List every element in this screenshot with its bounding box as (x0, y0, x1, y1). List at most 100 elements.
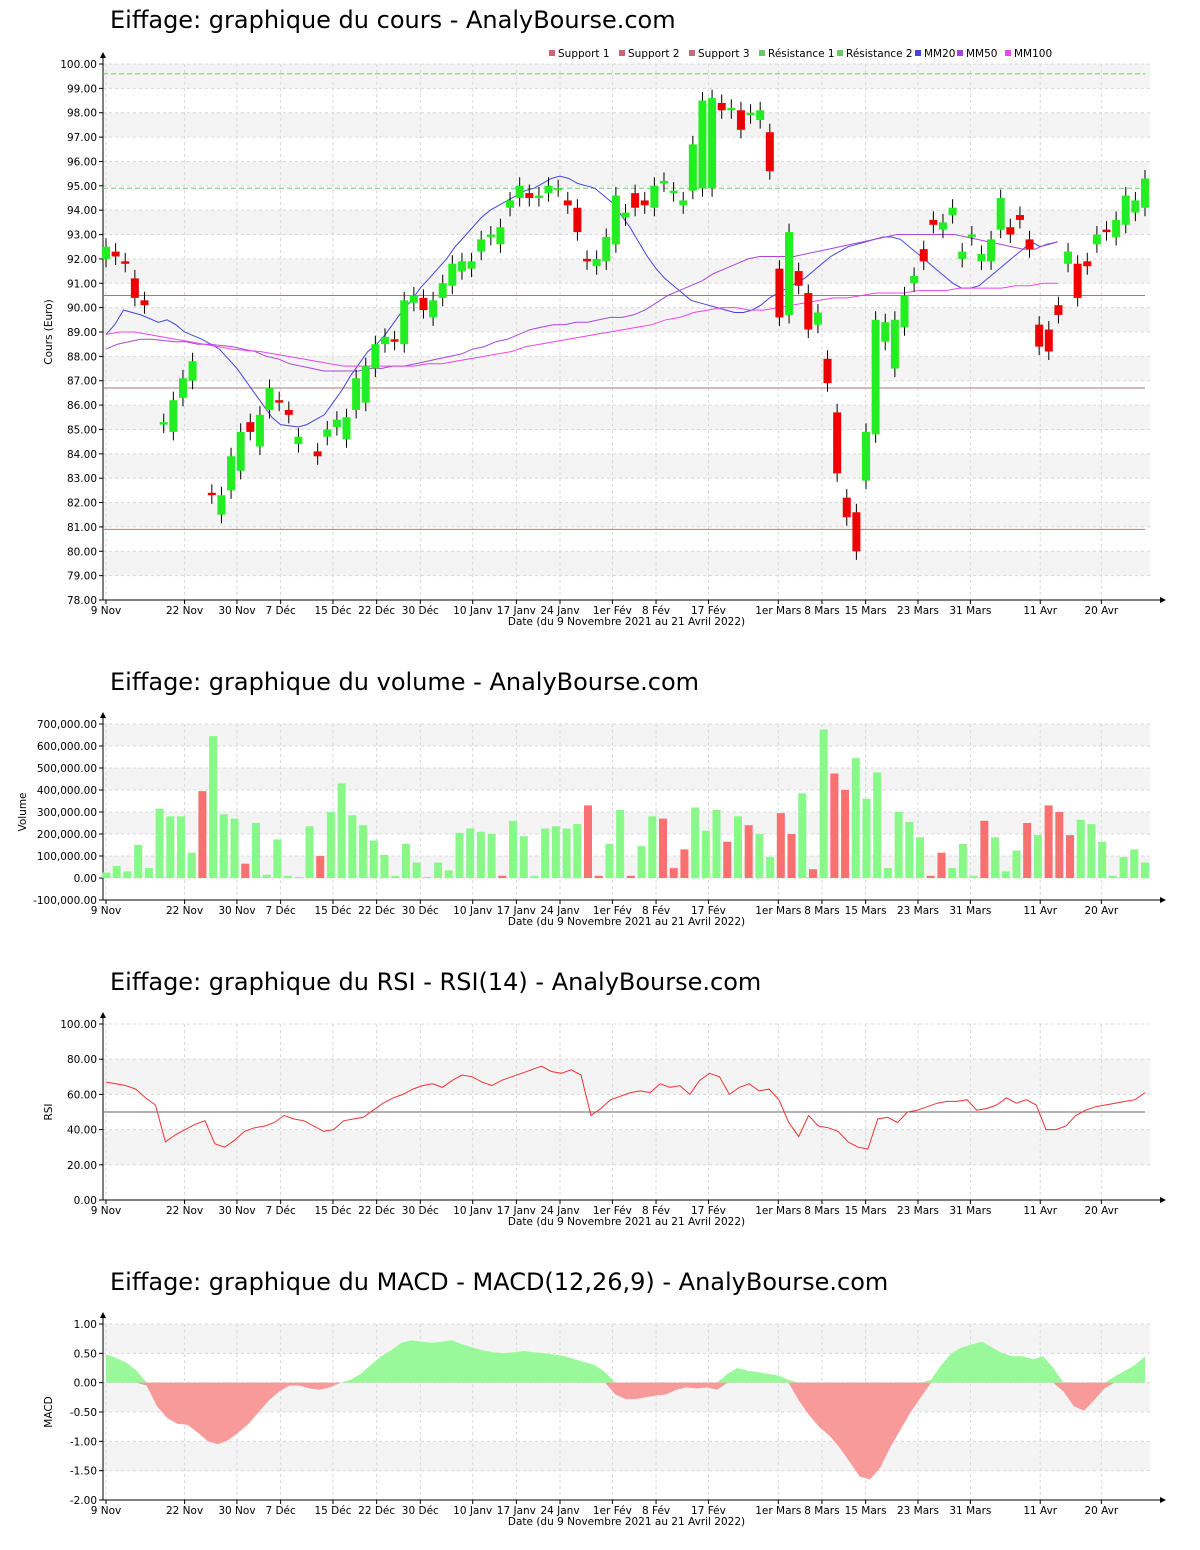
volume-bar (819, 729, 828, 878)
volume-bar (744, 825, 753, 878)
price-candle-body (631, 193, 640, 208)
volume-bar (562, 828, 571, 878)
volume-bar (808, 869, 817, 878)
price-legend-label: Support 3 (698, 48, 750, 60)
volume-bar (766, 857, 775, 878)
price-x-tick-label: 10 Janv (453, 605, 492, 617)
price-candle-body (842, 497, 851, 518)
price-candle-body (323, 429, 332, 437)
price-y-tick-label: 85.00 (67, 424, 97, 436)
price-y-tick-label: 83.00 (67, 473, 97, 485)
price-candle-body (1121, 195, 1130, 225)
volume-x-tick-label: 15 Déc (314, 905, 351, 917)
macd-x-tick-label: 8 Fév (642, 1505, 670, 1517)
price-x-axis-label: Date (du 9 Novembre 2021 au 21 Avril 202… (508, 616, 745, 628)
volume-bar (626, 875, 635, 878)
price-candle-body (380, 336, 389, 345)
price-candle-body (130, 278, 139, 298)
price-x-tick-label: 22 Nov (166, 605, 203, 617)
price-candle-body (746, 112, 755, 116)
macd-y-axis-arrow (100, 1312, 106, 1318)
volume-bar (112, 865, 121, 878)
volume-bar (466, 828, 475, 878)
volume-x-tick-label: 15 Mars (845, 905, 887, 917)
macd-x-tick-label: 10 Janv (453, 1505, 492, 1517)
volume-band (103, 790, 1150, 812)
price-legend-label: Résistance 1 (768, 48, 835, 60)
volume-bar (273, 839, 282, 878)
volume-x-tick-label: 31 Mars (949, 905, 991, 917)
volume-band (103, 724, 1150, 746)
price-candle-body (227, 456, 236, 491)
volume-bar (755, 834, 764, 878)
volume-bar (658, 818, 667, 878)
rsi-y-tick-label: 0.00 (74, 1195, 97, 1207)
volume-x-tick-label: 1er Mars (755, 905, 801, 917)
price-legend-swatch (619, 50, 625, 56)
price-candle-body (765, 132, 774, 172)
price-x-tick-label: 15 Mars (845, 605, 887, 617)
price-band (103, 88, 1150, 113)
price-band (103, 551, 1150, 576)
rsi-x-tick-label: 15 Déc (314, 1205, 351, 1217)
price-candle-body (400, 300, 409, 345)
volume-bar (1044, 805, 1053, 878)
volume-x-tick-label: 17 Fév (691, 905, 726, 917)
price-legend-label: Résistance 2 (846, 48, 913, 60)
price-legend-label: MM50 (966, 48, 997, 60)
volume-bar (444, 870, 453, 878)
volume-bar (1130, 849, 1139, 878)
price-candle-body (159, 422, 168, 425)
price-candle-body (1083, 261, 1092, 267)
macd-x-tick-label: 15 Mars (845, 1505, 887, 1517)
price-legend-label: Support 1 (558, 48, 610, 60)
price-candle-body (785, 232, 794, 315)
price-band (103, 112, 1150, 138)
macd-band (103, 1441, 1150, 1471)
price-y-tick-label: 79.00 (67, 571, 97, 583)
price-candle-body (573, 207, 582, 233)
price-x-tick-label: 31 Mars (949, 605, 991, 617)
volume-band (103, 878, 1150, 900)
price-candle-body (736, 110, 745, 130)
price-candle-body (140, 300, 149, 306)
price-candle-body (496, 227, 505, 245)
rsi-y-axis-label: RSI (43, 1103, 55, 1120)
macd-x-tick-label: 8 Mars (804, 1505, 839, 1517)
rsi-x-tick-label: 22 Déc (358, 1205, 395, 1217)
price-legend-swatch (1005, 50, 1011, 56)
price-candle-body (429, 300, 438, 318)
volume-bar (476, 831, 485, 878)
volume-bar (187, 852, 196, 878)
volume-band (103, 746, 1150, 768)
price-candle-body (948, 207, 957, 216)
price-x-tick-label: 11 Avr (1023, 605, 1057, 617)
price-candle-body (592, 258, 601, 267)
price-candle-body (265, 388, 274, 410)
macd-x-tick-label: 20 Avr (1084, 1505, 1118, 1517)
price-candle-body (178, 378, 187, 398)
price-y-tick-label: 78.00 (67, 595, 97, 607)
volume-bar (487, 834, 496, 878)
price-candle-body (506, 200, 515, 208)
rsi-line (105, 1065, 1146, 1150)
volume-bar (337, 783, 346, 878)
price-candle-body (111, 251, 120, 257)
volume-bar (1087, 824, 1096, 878)
price-candle-body (929, 219, 938, 225)
price-candle-body (756, 110, 765, 121)
rsi-x-tick-label: 24 Janv (540, 1205, 579, 1217)
volume-bar (369, 840, 378, 878)
price-band (103, 502, 1150, 527)
macd-y-tick-label: 0.00 (74, 1378, 97, 1390)
volume-bar (894, 812, 903, 878)
price-chart: 78.00 79.00 80.00 81.00 82.00 83.00 84.00 85.00… (43, 48, 1166, 628)
rsi-band (103, 1059, 1150, 1095)
price-y-tick-label: 90.00 (67, 303, 97, 315)
price-candle-body (611, 195, 620, 245)
price-band (103, 526, 1150, 552)
volume-bar (926, 875, 935, 878)
volume-x-tick-label: 8 Fév (642, 905, 670, 917)
volume-bar (176, 816, 185, 878)
volume-bar (123, 871, 132, 878)
